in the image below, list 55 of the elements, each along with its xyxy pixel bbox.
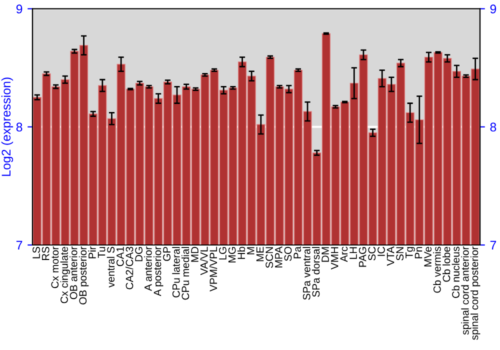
x-tick-label: MVe [424, 246, 432, 266]
x-tick-label: OB posterior [78, 246, 89, 304]
x-tick-label: MPA [275, 246, 282, 268]
x-tick-label: Tg [406, 247, 415, 258]
y-tick-label: 9 [16, 4, 22, 14]
x-tick-label: Arc [340, 246, 348, 262]
y-tick-label: 7 [16, 240, 22, 250]
x-tick-label: LS [32, 246, 40, 258]
x-tick-label: ME [256, 246, 264, 262]
x-tick-label: CA1 [116, 246, 124, 266]
x-tick-label: DG [135, 247, 143, 262]
x-tick-label: M [247, 247, 254, 254]
x-tick-label: Cb lobe [442, 246, 450, 282]
x-tick-label: Cx cingulate [60, 246, 70, 304]
x-tick-label: CPu lateral [172, 247, 180, 298]
x-tick-label: GP [163, 246, 170, 261]
x-tick-label: VMH [331, 247, 338, 270]
x-tick-label: RS [42, 246, 50, 260]
y-axis-title: Log2 (expression) [1, 78, 14, 176]
x-tick-label: Pir [88, 246, 96, 258]
x-tick-label: SPa ventral [302, 247, 310, 300]
y2-tick-label: 8 [490, 122, 496, 132]
x-tick-label: SCN [266, 247, 274, 268]
x-tick-label: SN [396, 247, 404, 260]
x-tick-label: PAG [358, 247, 366, 267]
x-tick-label: CA2/CA3 [126, 246, 134, 290]
x-tick-label: A posterior [154, 246, 164, 296]
x-tick-label: SO [284, 246, 292, 261]
x-tick-label: CPu medial [181, 247, 190, 300]
x-tick-label: MD [191, 246, 198, 262]
x-tick-label: A anterior [144, 246, 152, 291]
x-tick-label: Pn [414, 247, 422, 258]
x-tick-label: Hb [237, 246, 246, 259]
x-tick-label: spinal cord anterior [461, 246, 471, 335]
x-tick-label: LG [219, 247, 226, 260]
x-tick-label: SPa dorsal [312, 247, 320, 297]
x-tick-label: VA/VL [200, 246, 208, 276]
x-tick-label: MG [228, 247, 236, 262]
x-tick-label: Cx motor [51, 246, 59, 288]
y2-tick-label: 9 [490, 4, 496, 14]
x-tick-label: Cb nucleus [452, 246, 460, 298]
x-tick-label: Pa [294, 246, 301, 258]
x-tick-label: Tu [98, 247, 106, 258]
x-tick-label: VTA [386, 246, 394, 266]
x-tick-label: LH [350, 247, 357, 259]
x-tick-label: DM [322, 247, 329, 262]
x-tick-label: SC [368, 246, 376, 260]
y-tick-label: 8 [16, 122, 22, 132]
x-tick-label: ventral S [106, 246, 115, 288]
x-tick-label: VPM/VPL [209, 246, 218, 292]
x-tick-label: Cb vermis [433, 246, 441, 293]
x-tick-label: IC [378, 246, 385, 256]
x-tick-label: OB anterior [70, 246, 78, 300]
x-tick-label: spinal cord posterior [470, 246, 480, 340]
y2-tick-label: 7 [490, 240, 496, 250]
